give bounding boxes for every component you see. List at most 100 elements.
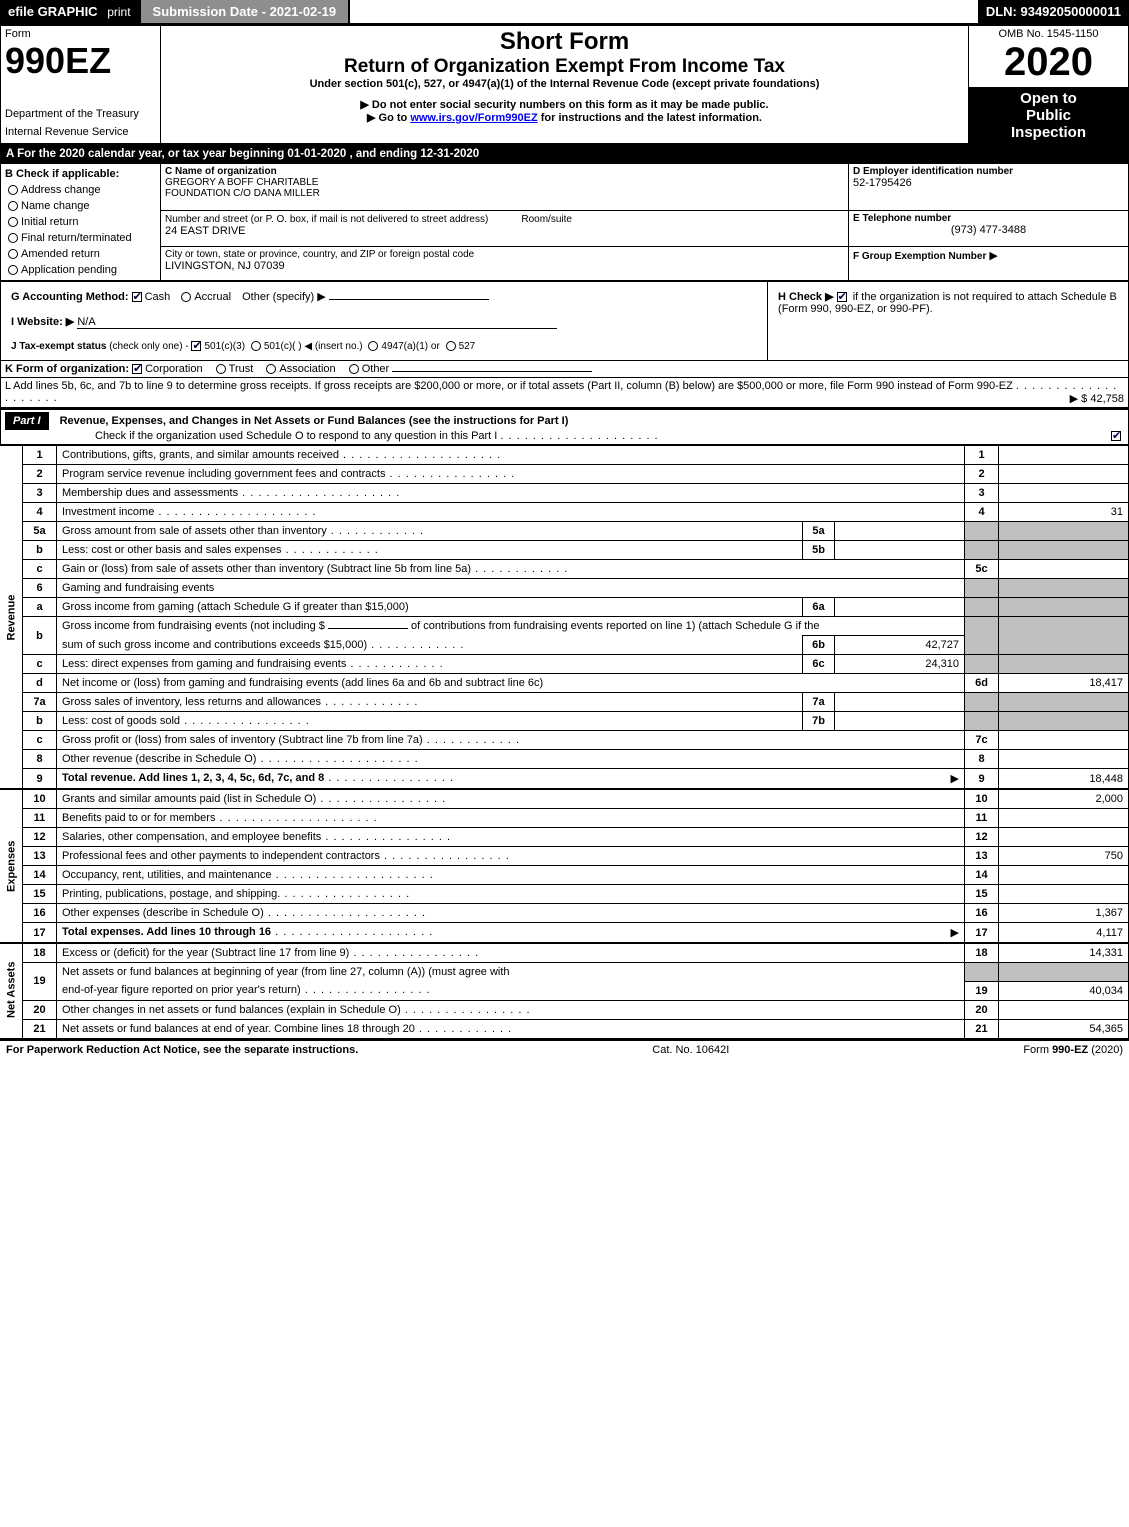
ln-5a-n: 5a — [23, 522, 57, 541]
b-head: B Check if applicable: — [5, 166, 156, 182]
opt-address-change[interactable]: Address change — [5, 182, 156, 198]
ln-5b-n: b — [23, 541, 57, 560]
ln-7b-n: b — [23, 712, 57, 731]
part1-schedule-o-check[interactable] — [1111, 431, 1121, 441]
g-other-blank[interactable] — [329, 299, 489, 300]
ln-10-d: Grants and similar amounts paid (list in… — [57, 789, 965, 809]
ln-21-r: 21 — [965, 1019, 999, 1038]
j-o1: 501(c)(3) — [204, 341, 245, 352]
ln-10-n: 10 — [23, 789, 57, 809]
city-head: City or town, state or province, country… — [165, 249, 844, 260]
ln-7a-vshade — [999, 693, 1129, 712]
ln-5c-n: c — [23, 560, 57, 579]
j-o4: 527 — [459, 341, 476, 352]
k-corp-check[interactable] — [132, 364, 142, 374]
ln-2-n: 2 — [23, 465, 57, 484]
ln-3-n: 3 — [23, 484, 57, 503]
ln-11-n: 11 — [23, 809, 57, 828]
k-trust-radio[interactable] — [216, 364, 226, 374]
e-head: E Telephone number — [853, 213, 1124, 224]
period-strip: A For the 2020 calendar year, or tax yea… — [0, 145, 1129, 163]
g-other: Other (specify) ▶ — [242, 291, 326, 303]
ln-16-d: Other expenses (describe in Schedule O) — [57, 904, 965, 923]
ln-17-r: 17 — [965, 923, 999, 944]
g-cash-check[interactable] — [132, 292, 142, 302]
ln-15-v — [999, 885, 1129, 904]
ln-17-v: 4,117 — [999, 923, 1129, 944]
footer-cat: Cat. No. 10642I — [652, 1044, 729, 1056]
org-name-2: FOUNDATION C/O DANA MILLER — [165, 188, 844, 199]
ln-6-d: Gaming and fundraising events — [57, 579, 965, 598]
ln-16-r: 16 — [965, 904, 999, 923]
k-other-blank[interactable] — [392, 371, 592, 372]
opt-amended-return[interactable]: Amended return — [5, 246, 156, 262]
top-bar: efile GRAPHIC print Submission Date - 20… — [0, 0, 1129, 25]
opt-application-pending[interactable]: Application pending — [5, 262, 156, 278]
title-short-form: Short Form — [165, 28, 964, 56]
goto-pre: Go to — [367, 112, 410, 124]
efile-text: efile GRAPHIC — [8, 4, 98, 19]
ln-10-v: 2,000 — [999, 789, 1129, 809]
ln-6-rshade — [965, 579, 999, 598]
ln-5c-d: Gain or (loss) from sale of assets other… — [57, 560, 965, 579]
opt-final-return[interactable]: Final return/terminated — [5, 230, 156, 246]
part1-check-text: Check if the organization used Schedule … — [5, 430, 497, 442]
ln-19-rshade — [965, 963, 999, 982]
g-accrual-radio[interactable] — [181, 292, 191, 302]
l-amount: ▶ $ 42,758 — [1070, 392, 1124, 405]
print-link[interactable]: print — [107, 5, 130, 19]
ln-2-r: 2 — [965, 465, 999, 484]
ln-1-v — [999, 446, 1129, 465]
k-other-radio[interactable] — [349, 364, 359, 374]
ln-14-n: 14 — [23, 866, 57, 885]
j-4947-radio[interactable] — [368, 341, 378, 351]
submission-date: Submission Date - 2021-02-19 — [139, 0, 351, 23]
ln-6a-iv — [835, 598, 965, 617]
entity-table: B Check if applicable: Address change Na… — [0, 163, 1129, 281]
city-state-zip: LIVINGSTON, NJ 07039 — [165, 260, 844, 272]
ln-3-v — [999, 484, 1129, 503]
k-label: K Form of organization: — [5, 363, 129, 375]
form-word: Form — [5, 28, 156, 40]
dept-irs: Internal Revenue Service — [5, 120, 156, 138]
expenses-sidebar: Expenses — [0, 789, 23, 943]
ln-20-n: 20 — [23, 1000, 57, 1019]
netassets-sidebar: Net Assets — [0, 943, 23, 1038]
note-goto: Go to www.irs.gov/Form990EZ for instruct… — [165, 111, 964, 124]
j-501c-radio[interactable] — [251, 341, 261, 351]
j-527-radio[interactable] — [446, 341, 456, 351]
ln-5b-iv — [835, 541, 965, 560]
room-head: Room/suite — [521, 214, 572, 225]
ln-9-r: 9 — [965, 769, 999, 790]
open-2: Public — [973, 107, 1124, 124]
opt-initial-return[interactable]: Initial return — [5, 214, 156, 230]
g-label: G Accounting Method: — [11, 291, 129, 303]
ln-5a-rshade — [965, 522, 999, 541]
ln-7b-rshade — [965, 712, 999, 731]
ln-6a-d: Gross income from gaming (attach Schedul… — [57, 598, 803, 617]
h-rest2: (Form 990, 990-EZ, or 990-PF). — [778, 303, 933, 315]
ln-7c-n: c — [23, 731, 57, 750]
title-return: Return of Organization Exempt From Incom… — [165, 56, 964, 78]
k-assoc-radio[interactable] — [266, 364, 276, 374]
ln-13-v: 750 — [999, 847, 1129, 866]
ln-6b-iv: 42,727 — [835, 636, 965, 655]
ln-6d-n: d — [23, 674, 57, 693]
irs-link[interactable]: www.irs.gov/Form990EZ — [410, 112, 537, 124]
lines-table: Revenue 1 Contributions, gifts, grants, … — [0, 445, 1129, 1039]
ln-6b-blank[interactable] — [328, 628, 408, 629]
ln-2-d: Program service revenue including govern… — [57, 465, 965, 484]
h-check[interactable] — [837, 292, 847, 302]
part1-badge: Part I — [5, 412, 49, 430]
title-under: Under section 501(c), 527, or 4947(a)(1)… — [165, 78, 964, 90]
street-address: 24 EAST DRIVE — [165, 225, 844, 237]
header-table: Form 990EZ Department of the Treasury In… — [0, 25, 1129, 145]
ln-9-d: Total revenue. Add lines 1, 2, 3, 4, 5c,… — [57, 769, 965, 790]
j-501c3-check[interactable] — [191, 341, 201, 351]
ln-8-v — [999, 750, 1129, 769]
ln-5a-il: 5a — [803, 522, 835, 541]
ln-5b-d: Less: cost or other basis and sales expe… — [57, 541, 803, 560]
ln-7b-il: 7b — [803, 712, 835, 731]
ln-4-r: 4 — [965, 503, 999, 522]
opt-name-change[interactable]: Name change — [5, 198, 156, 214]
